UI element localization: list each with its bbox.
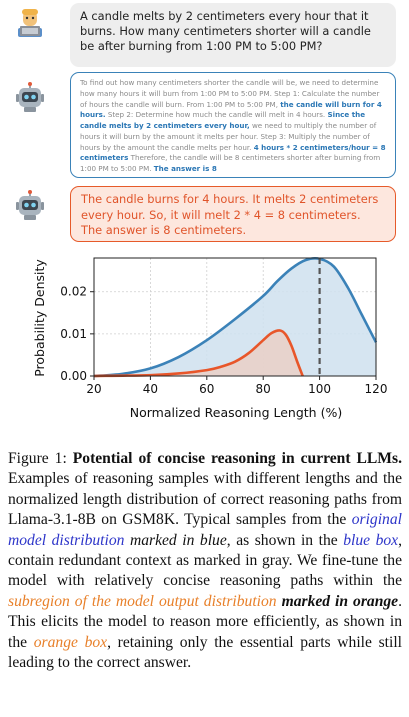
- long-answer-highlight: The answer is 8: [153, 164, 217, 173]
- plot-frame: [93, 257, 377, 377]
- chart-axes: 20 40 60 80 100 120 0.00 0.01 0.02: [60, 257, 388, 396]
- robot-avatar-icon: [16, 82, 44, 112]
- x-tick-label: 20: [86, 382, 101, 396]
- y-tick-label: 0.02: [60, 285, 87, 299]
- y-tick-label: 0.00: [60, 369, 87, 383]
- x-tick-label: 80: [256, 382, 271, 396]
- x-tick-label: 40: [143, 382, 158, 396]
- robot-avatar-icon: [16, 190, 44, 220]
- series-line-orange: [93, 329, 304, 378]
- question-row: A candle melts by 2 centimeters every ho…: [0, 0, 409, 70]
- series-line-blue: [93, 257, 378, 378]
- long-answer-highlight: 4 hours * 2 centimeters/hour = 8 centime…: [80, 142, 386, 163]
- long-answer-text: Step 2: Determine how much the candle wi…: [105, 110, 328, 120]
- caption-text: , retaining only the essential parts whi…: [8, 633, 402, 672]
- y-axis-label: Probability Density: [32, 259, 47, 377]
- question-bubble: A candle melts by 2 centimeters every ho…: [70, 3, 396, 67]
- y-tick-label: 0.01: [60, 327, 87, 341]
- caption-label: Figure 1:: [8, 450, 73, 467]
- caption-text: . This elicits the model to reason more …: [8, 592, 402, 651]
- user-avatar-icon: [18, 9, 42, 37]
- long-answer-highlight: the candle will burn for 4 hours.: [80, 99, 382, 120]
- x-tick-label: 100: [308, 382, 331, 396]
- caption-orange-phrase: subregion of the model output distributi…: [8, 592, 277, 610]
- long-answer-row: [0, 70, 409, 182]
- figure-caption: Figure 1: Potential of concise reasoning…: [8, 449, 402, 673]
- series-area-orange: [94, 330, 303, 376]
- x-tick-label: 60: [199, 382, 214, 396]
- long-answer-text: To find out how many centimeters shorter…: [80, 78, 380, 109]
- caption-text: marked in orange: [281, 592, 399, 610]
- caption-text: , contain redundant context as marked in…: [8, 531, 402, 590]
- caption-text: Examples of reasoning samples with diffe…: [8, 470, 402, 529]
- question-text: A candle melts by 2 centimeters every ho…: [80, 9, 371, 54]
- long-answer-highlight: Since the candle melts by 2 centimeters …: [80, 110, 366, 130]
- caption-text: marked in blue: [129, 531, 227, 549]
- x-axis-label: Normalized Reasoning Length (%): [130, 405, 342, 420]
- caption-title: Potential of concise reasoning in curren…: [72, 450, 402, 467]
- caption-blue-phrase: original model distribution: [8, 511, 402, 549]
- caption-orange-phrase: orange box: [33, 633, 108, 651]
- caption-text: , as shown in the: [226, 531, 344, 549]
- long-answer-bubble: To find out how many centimeters shorter…: [70, 72, 396, 178]
- caption-blue-phrase: blue box: [343, 531, 399, 549]
- long-answer-text: we need to multiply the number of hours …: [80, 121, 377, 152]
- length-distribution-chart: 20 40 60 80 100 120 0.00 0.01 0.02 Probability D…: [32, 257, 388, 420]
- short-answer-bubble: The candle burns for 4 hours. It melts 2…: [70, 186, 396, 242]
- short-answer-text: The candle burns for 4 hours. It melts 2…: [81, 192, 379, 238]
- long-answer-text: Therefore, the candle will be 8 centimet…: [80, 153, 381, 173]
- x-tick-label: 120: [365, 382, 388, 396]
- chart-areas: [93, 257, 378, 378]
- series-area-blue: [94, 258, 376, 376]
